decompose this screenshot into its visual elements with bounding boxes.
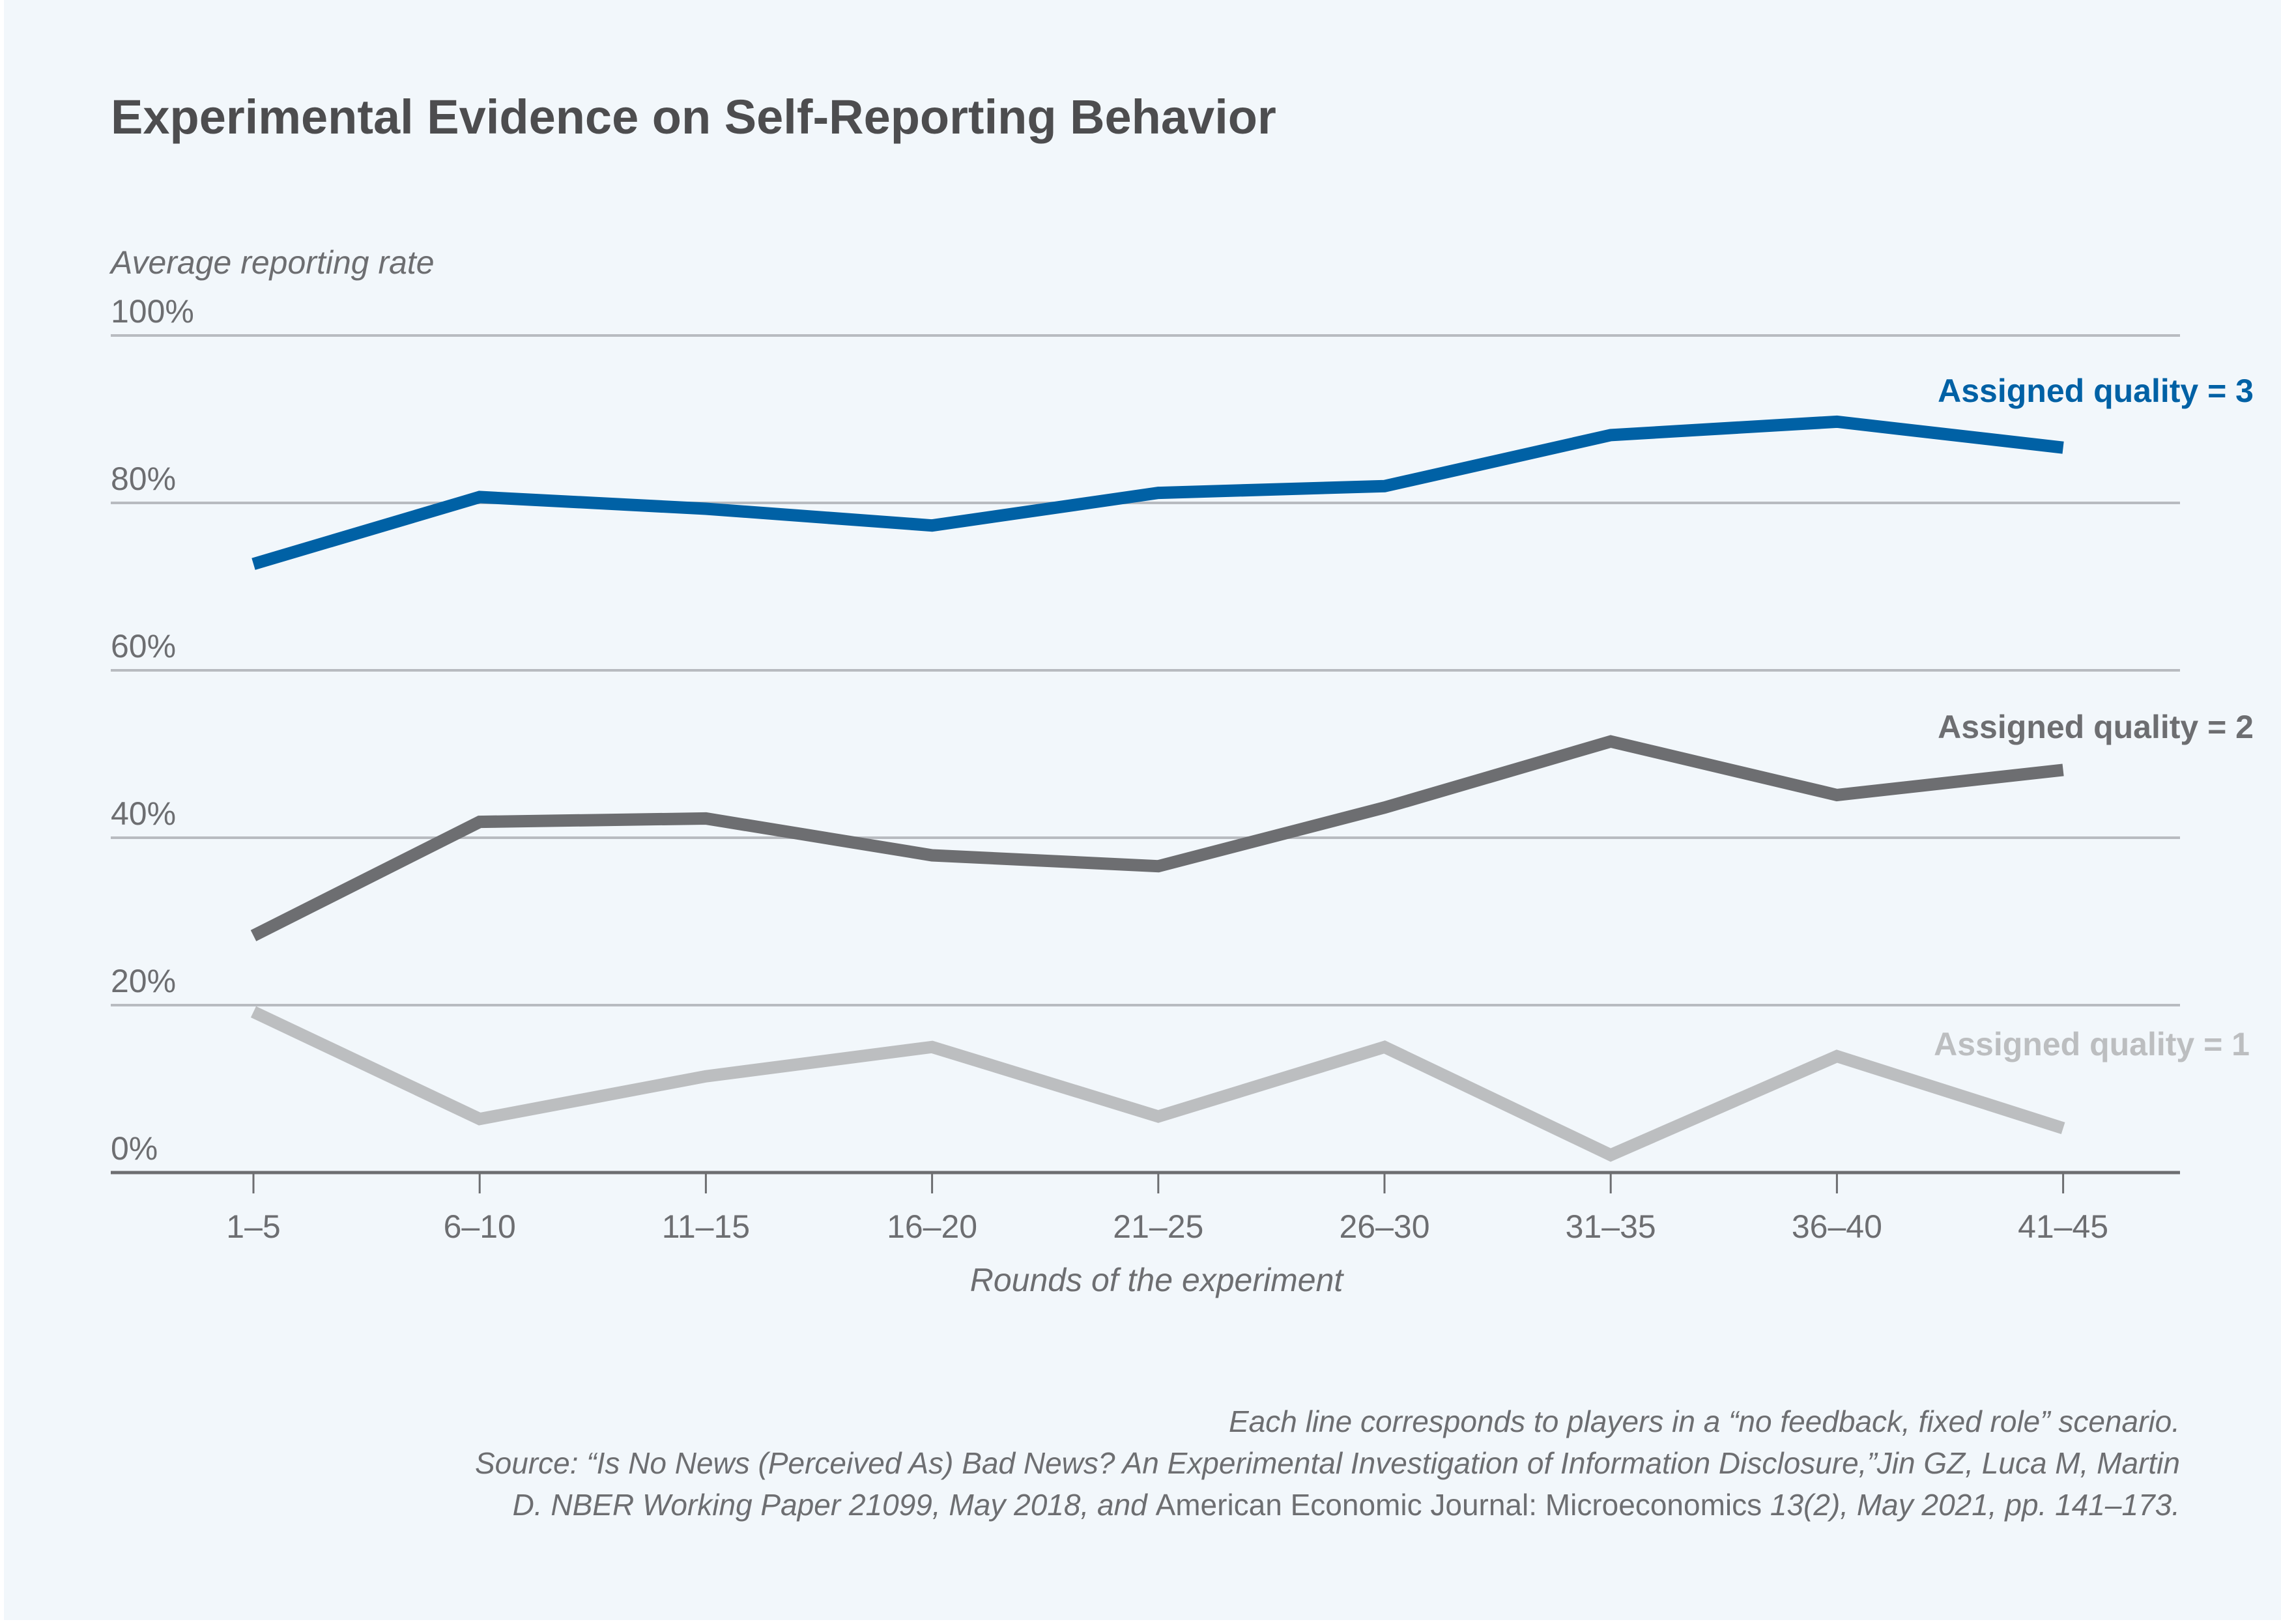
series-label-3: Assigned quality = 1 bbox=[1934, 1026, 2250, 1062]
chart-note: Each line corresponds to players in a “n… bbox=[1229, 1404, 2180, 1438]
x-axis bbox=[111, 1171, 2180, 1193]
x-tick-label: 26–30 bbox=[1339, 1208, 1429, 1245]
x-tick-label: 1–5 bbox=[226, 1208, 280, 1245]
x-tick-label: 16–20 bbox=[887, 1208, 977, 1245]
source-line-2-part-c: 13(2), May 2021, pp. 141–173. bbox=[1762, 1488, 2180, 1522]
y-tick-label: 0% bbox=[111, 1130, 158, 1167]
source-line-1: Source: “Is No News (Perceived As) Bad N… bbox=[475, 1446, 2180, 1480]
source-line-2: D. NBER Working Paper 21099, May 2018, a… bbox=[513, 1488, 2180, 1522]
chart-canvas: Experimental Evidence on Self-Reporting … bbox=[4, 0, 2281, 1620]
x-tick-label: 11–15 bbox=[662, 1208, 750, 1245]
y-tick-label: 20% bbox=[111, 963, 176, 999]
series-label-2: Assigned quality = 2 bbox=[1938, 709, 2254, 745]
x-tick-label: 21–25 bbox=[1113, 1208, 1203, 1245]
x-tick-label: 6–10 bbox=[444, 1208, 516, 1245]
series-line-3 bbox=[250, 1006, 2065, 1162]
source-line-2-part-a: D. NBER Working Paper 21099, May 2018, a… bbox=[513, 1488, 1156, 1522]
series-labels: Assigned quality = 3 Assigned quality = 2… bbox=[1934, 373, 2254, 1062]
line-chart: Experimental Evidence on Self-Reporting … bbox=[109, 90, 2254, 1522]
x-tick-label: 36–40 bbox=[1792, 1208, 1882, 1245]
x-tick-label: 41–45 bbox=[2018, 1208, 2108, 1245]
journal-name: American Economic Journal: Microeconomic… bbox=[1156, 1488, 1762, 1522]
series-lines bbox=[250, 415, 2065, 1162]
x-tick-labels: 1–5 6–10 11–15 16–20 21–25 26–30 31–35 36–40 41–… bbox=[226, 1208, 2108, 1245]
x-axis-title: Rounds of the experiment bbox=[970, 1262, 1345, 1298]
y-tick-label: 60% bbox=[111, 628, 176, 664]
series-label-1: Assigned quality = 3 bbox=[1938, 373, 2254, 409]
y-tick-label: 40% bbox=[111, 795, 176, 832]
y-axis-title: Average reporting rate bbox=[109, 244, 435, 281]
gridlines bbox=[111, 334, 2180, 1006]
x-tick-label: 31–35 bbox=[1566, 1208, 1656, 1245]
y-tick-label: 80% bbox=[111, 461, 176, 497]
y-tick-label: 100% bbox=[111, 293, 194, 330]
chart-title: Experimental Evidence on Self-Reporting … bbox=[111, 90, 1276, 144]
y-tick-labels: 0% 20% 40% 60% 80% 100% bbox=[111, 293, 194, 1167]
